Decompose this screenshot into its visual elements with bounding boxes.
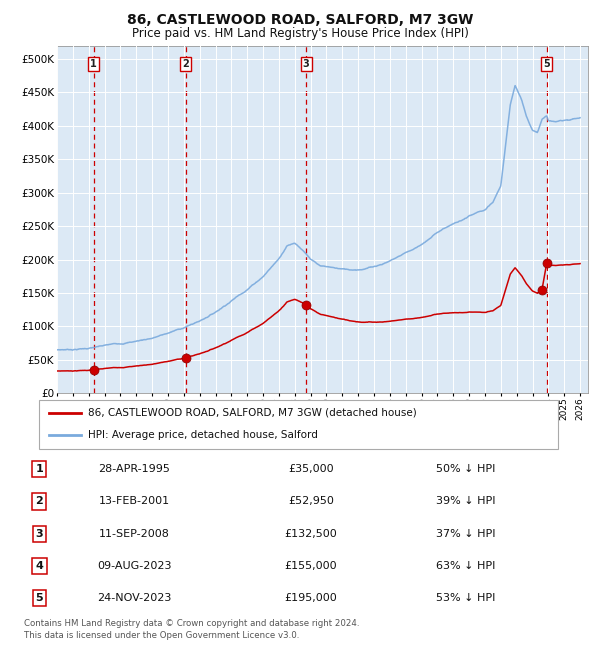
Text: 86, CASTLEWOOD ROAD, SALFORD, M7 3GW: 86, CASTLEWOOD ROAD, SALFORD, M7 3GW bbox=[127, 13, 473, 27]
Text: £195,000: £195,000 bbox=[284, 593, 337, 603]
FancyBboxPatch shape bbox=[39, 400, 558, 448]
Text: 37% ↓ HPI: 37% ↓ HPI bbox=[436, 528, 496, 539]
Text: £35,000: £35,000 bbox=[288, 464, 334, 474]
Text: 3: 3 bbox=[302, 59, 310, 69]
Text: £155,000: £155,000 bbox=[285, 561, 337, 571]
Text: 11-SEP-2008: 11-SEP-2008 bbox=[99, 528, 170, 539]
Text: 50% ↓ HPI: 50% ↓ HPI bbox=[436, 464, 495, 474]
Text: 3: 3 bbox=[35, 528, 43, 539]
Text: Contains HM Land Registry data © Crown copyright and database right 2024.
This d: Contains HM Land Registry data © Crown c… bbox=[24, 619, 359, 640]
Text: 28-APR-1995: 28-APR-1995 bbox=[98, 464, 170, 474]
Text: 5: 5 bbox=[35, 593, 43, 603]
Text: 5: 5 bbox=[544, 59, 550, 69]
Text: 53% ↓ HPI: 53% ↓ HPI bbox=[436, 593, 495, 603]
Text: 4: 4 bbox=[35, 561, 43, 571]
Text: 86, CASTLEWOOD ROAD, SALFORD, M7 3GW (detached house): 86, CASTLEWOOD ROAD, SALFORD, M7 3GW (de… bbox=[88, 408, 417, 418]
Text: HPI: Average price, detached house, Salford: HPI: Average price, detached house, Salf… bbox=[88, 430, 318, 440]
Text: 1: 1 bbox=[91, 59, 97, 69]
Text: 63% ↓ HPI: 63% ↓ HPI bbox=[436, 561, 495, 571]
Text: 24-NOV-2023: 24-NOV-2023 bbox=[97, 593, 172, 603]
Text: 1: 1 bbox=[35, 464, 43, 474]
Text: 13-FEB-2001: 13-FEB-2001 bbox=[99, 497, 170, 506]
Text: £52,950: £52,950 bbox=[288, 497, 334, 506]
Text: Price paid vs. HM Land Registry's House Price Index (HPI): Price paid vs. HM Land Registry's House … bbox=[131, 27, 469, 40]
Text: 2: 2 bbox=[35, 497, 43, 506]
Text: £132,500: £132,500 bbox=[284, 528, 337, 539]
Text: 2: 2 bbox=[182, 59, 189, 69]
Text: 39% ↓ HPI: 39% ↓ HPI bbox=[436, 497, 496, 506]
Text: 09-AUG-2023: 09-AUG-2023 bbox=[97, 561, 172, 571]
